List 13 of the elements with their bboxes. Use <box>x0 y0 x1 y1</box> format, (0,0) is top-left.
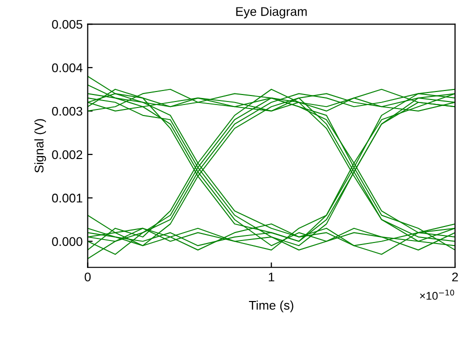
y-tick-label: 0.003 <box>52 106 82 116</box>
chart-title: Eye Diagram <box>236 6 307 18</box>
y-tick-label: 0.001 <box>52 194 82 203</box>
y-tick-label: 0.000 <box>52 237 82 246</box>
y-tick-label: 0.002 <box>52 150 82 160</box>
y-tick-label: 0.004 <box>52 63 82 72</box>
text: ×10$^{−10}$ <box>420 290 454 300</box>
x-tick-label: 1 <box>268 272 274 282</box>
y-tick-label: 0.005 <box>52 20 82 29</box>
x-axis-title: Time (s) <box>248 300 294 312</box>
y-axis-title: Signal (V) <box>34 119 46 173</box>
x-tick-label: 0 <box>84 272 91 282</box>
x-tick-label: 2 <box>452 272 458 282</box>
